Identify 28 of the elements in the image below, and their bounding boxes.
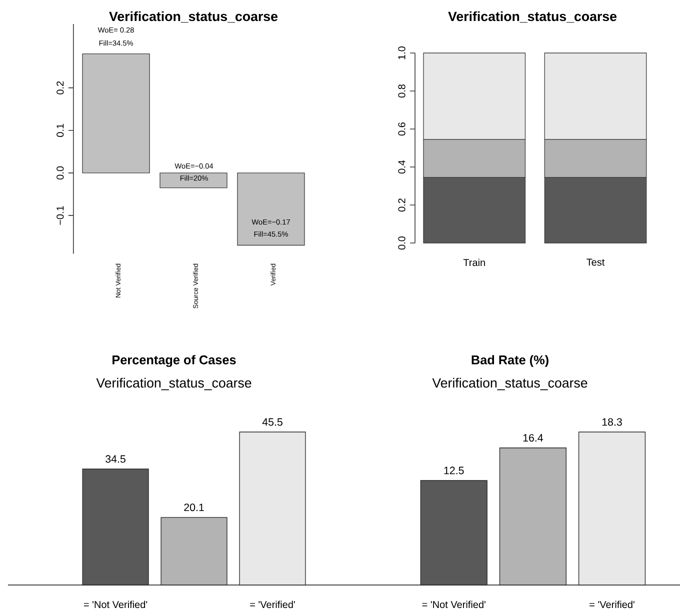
y-tick-label: 0.0 (398, 236, 406, 250)
chart-title: Verification_status_coarse (109, 11, 278, 23)
x-tick-label: = 'Not Verified' (84, 600, 148, 608)
data-label: 12.5 (444, 466, 464, 474)
x-tick-label: = 'Verified' (590, 600, 634, 608)
y-tick-label: −0.1 (56, 206, 64, 225)
y-tick-label: 1.0 (398, 46, 406, 60)
y-tick-label: 0.2 (398, 198, 406, 212)
chart-title: Percentage of Cases (112, 355, 236, 367)
x-tick-label: Test (586, 258, 605, 266)
data-label: 18.3 (602, 418, 622, 426)
y-tick-label: 0.6 (398, 122, 406, 136)
y-tick-label: 0.1 (56, 124, 64, 137)
chart-title: Verification_status_coarse (448, 11, 617, 23)
data-label: 20.1 (184, 504, 204, 512)
data-label: 34.5 (106, 455, 126, 463)
y-tick-label: 0.8 (398, 84, 406, 98)
x-tick-label: = 'Verified' (250, 600, 295, 608)
y-tick-label: 0.0 (56, 166, 64, 180)
chart-subtitle: Verification_status_coarse (96, 378, 252, 390)
data-label: 16.4 (523, 434, 544, 442)
y-tick-label: 0.4 (398, 160, 406, 174)
y-tick-label: 0.2 (56, 81, 64, 94)
x-tick-label: Train (463, 258, 485, 266)
chart-title: Bad Rate (%) (472, 355, 548, 367)
chart-subtitle: Verification_status_coarse (432, 378, 588, 390)
data-label: 45.5 (262, 418, 282, 426)
x-tick-label: = 'Not Verified' (422, 600, 486, 608)
